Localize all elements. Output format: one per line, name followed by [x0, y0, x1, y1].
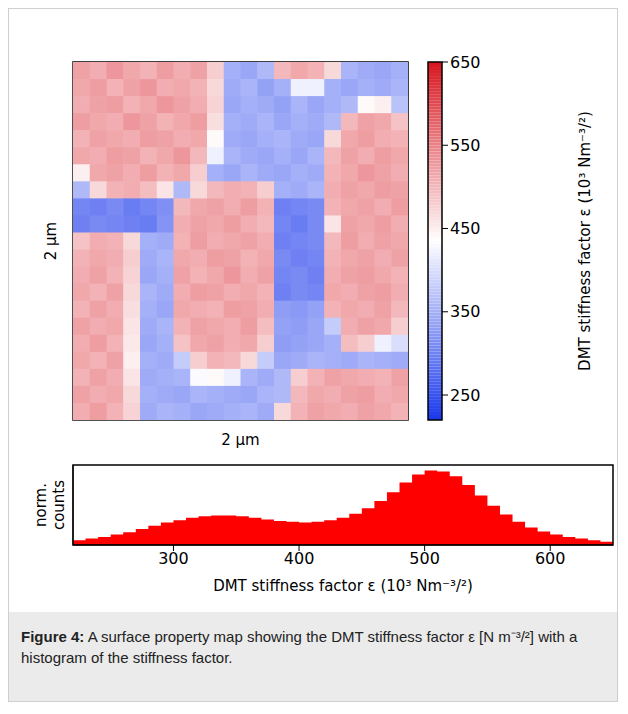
svg-text:250: 250 — [450, 386, 481, 405]
svg-text:350: 350 — [450, 302, 481, 321]
svg-text:300: 300 — [158, 549, 189, 568]
svg-text:550: 550 — [450, 136, 481, 155]
html-text:counts: counts — [50, 479, 68, 531]
svg-text:500: 500 — [409, 549, 440, 568]
html-text:DMT stiffness factor ε (10³ Nm: DMT stiffness factor ε (10³ Nm⁻³/²) — [576, 111, 594, 371]
html-text:norm.: norm. — [32, 483, 50, 527]
svg-text:DMT stiffness factor ε (10³ Nm: DMT stiffness factor ε (10³ Nm⁻³/²) — [213, 577, 473, 595]
svg-text:2 μm: 2 μm — [221, 431, 259, 449]
svg-text:450: 450 — [450, 219, 481, 238]
html-text:Figure 4: A surface property m: Figure 4: A surface property map showing… — [21, 628, 578, 666]
svg-text:2 μm: 2 μm — [42, 222, 60, 260]
svg-text:400: 400 — [284, 549, 315, 568]
svg-text:650: 650 — [450, 53, 481, 72]
svg-text:600: 600 — [535, 549, 566, 568]
